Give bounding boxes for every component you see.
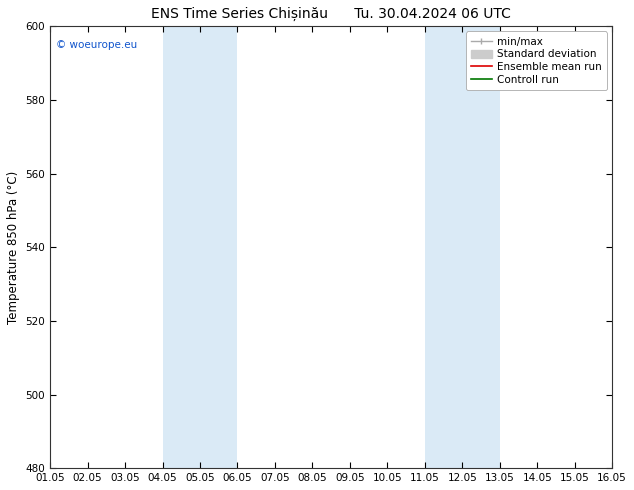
- Bar: [162, 26, 238, 468]
- Legend: min/max, Standard deviation, Ensemble mean run, Controll run: min/max, Standard deviation, Ensemble me…: [466, 31, 607, 90]
- Title: ENS Time Series Chișinău      Tu. 30.04.2024 06 UTC: ENS Time Series Chișinău Tu. 30.04.2024 …: [151, 7, 511, 21]
- Text: © woeurope.eu: © woeurope.eu: [56, 40, 137, 49]
- Y-axis label: Temperature 850 hPa (°C): Temperature 850 hPa (°C): [7, 171, 20, 324]
- Bar: [425, 26, 500, 468]
